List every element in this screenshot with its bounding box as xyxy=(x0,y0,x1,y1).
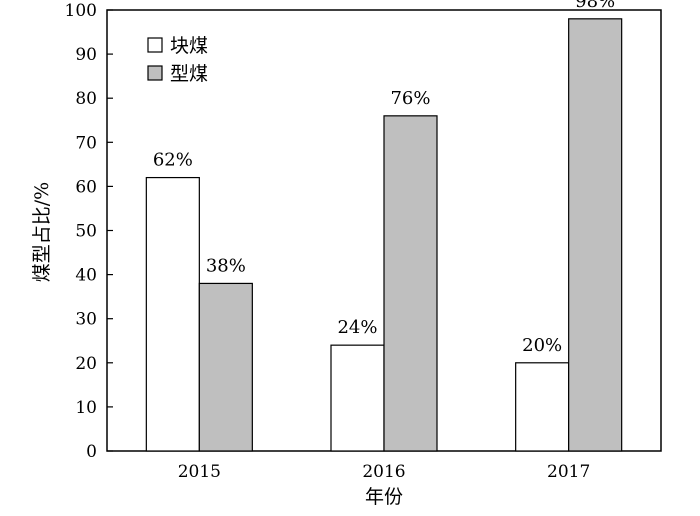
bar-value-label: 76% xyxy=(390,88,430,109)
x-tick-label: 2017 xyxy=(547,462,590,482)
x-tick-label: 2015 xyxy=(178,462,221,482)
legend-swatch xyxy=(147,37,163,53)
bar-series-0-2016 xyxy=(330,344,385,452)
bar-series-0-2017 xyxy=(515,362,570,452)
bar-value-label: 38% xyxy=(206,255,246,276)
bar-series-0-2015 xyxy=(145,176,200,452)
y-tick-label: 70 xyxy=(75,133,97,153)
bar-value-label: 98% xyxy=(575,0,615,12)
bars xyxy=(145,18,623,452)
bar-series-1-2017 xyxy=(568,18,623,452)
data-labels: 62% 38% 24% 76% 20% 98% xyxy=(153,0,615,356)
bar-value-label: 24% xyxy=(337,317,377,338)
y-tick-label: 50 xyxy=(75,222,97,242)
y-tick-label: 10 xyxy=(75,398,97,418)
y-axis-title: 煤型占比/% xyxy=(31,182,53,282)
y-axis: 0 10 20 30 40 50 60 70 80 90 100 xyxy=(65,1,113,462)
y-tick-label: 0 xyxy=(86,442,97,462)
y-tick-label: 100 xyxy=(65,1,97,21)
x-tick-label: 2016 xyxy=(362,462,405,482)
bar-value-label: 20% xyxy=(522,335,562,356)
y-tick-label: 20 xyxy=(75,354,97,374)
y-tick-label: 90 xyxy=(75,45,97,65)
bar-series-1-2016 xyxy=(383,115,438,452)
x-axis-title: 年份 xyxy=(365,486,403,508)
y-tick-label: 30 xyxy=(75,310,97,330)
legend-label: 块煤 xyxy=(170,35,208,57)
legend-label: 型煤 xyxy=(170,63,208,85)
legend-swatch xyxy=(147,65,163,81)
y-tick-label: 60 xyxy=(75,177,97,197)
bar-series-1-2015 xyxy=(198,282,253,452)
y-tick-label: 40 xyxy=(75,266,97,286)
bar-value-label: 62% xyxy=(153,150,193,171)
y-tick-label: 80 xyxy=(75,89,97,109)
